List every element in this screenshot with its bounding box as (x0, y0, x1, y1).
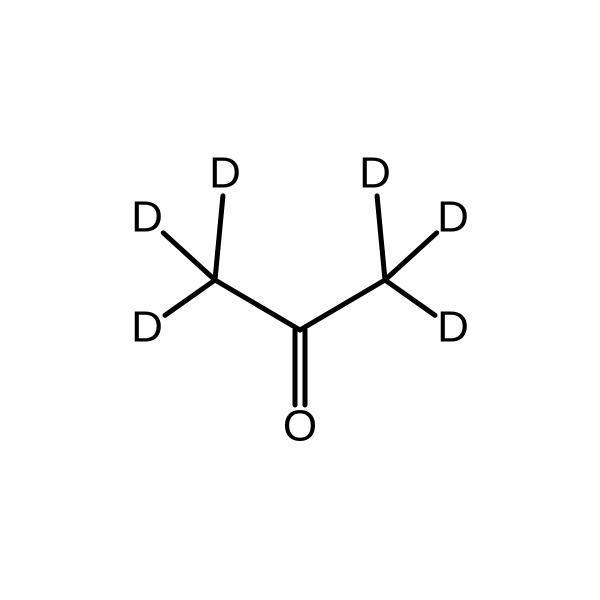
atom-label: O (283, 402, 317, 451)
bond (385, 280, 435, 315)
bond (215, 196, 223, 280)
atom-label: D (131, 193, 163, 242)
bond (215, 280, 300, 330)
bond (163, 233, 215, 280)
bond (165, 280, 215, 315)
bond (377, 196, 385, 280)
atom-label: D (359, 149, 391, 198)
atom-label: D (437, 303, 469, 352)
atom-label: D (209, 149, 241, 198)
atom-label: D (437, 193, 469, 242)
atom-label: D (131, 303, 163, 352)
chemical-structure: ODDDDDD (0, 0, 600, 600)
bond (385, 233, 437, 280)
bond (300, 280, 385, 330)
